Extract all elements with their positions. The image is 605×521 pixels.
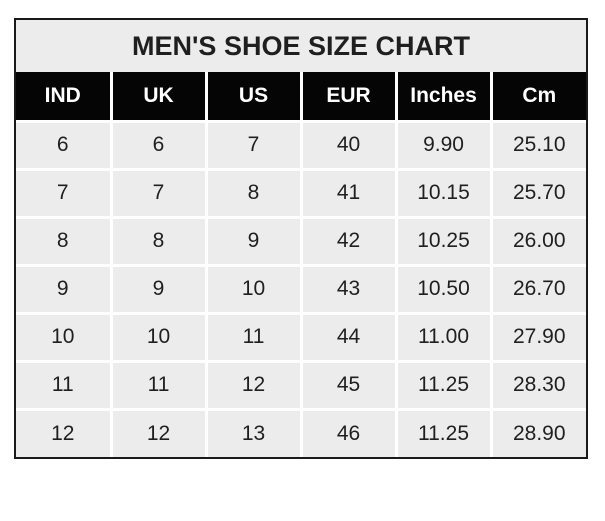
size-chart-table: MEN'S SHOE SIZE CHART IND UK US EUR Inches Cm… (14, 18, 588, 459)
table-title: MEN'S SHOE SIZE CHART (16, 20, 586, 72)
column-header-cm: Cm (489, 72, 586, 123)
table-cell-inches: 10.25 (394, 215, 493, 267)
table-cell-cm: 28.90 (489, 407, 586, 457)
table-cell-cm: 25.10 (489, 119, 586, 171)
table-cell-cm: 28.30 (489, 359, 586, 411)
table-row: 12 12 13 46 11.25 28.90 (16, 407, 586, 457)
table-row: 9 9 10 43 10.50 26.70 (16, 263, 586, 315)
table-cell-inches: 10.15 (394, 167, 493, 219)
table-cell-uk: 9 (109, 263, 208, 315)
table-header: IND UK US EUR Inches Cm (16, 72, 586, 123)
table-cell-cm: 26.70 (489, 263, 586, 315)
table-cell-uk: 8 (109, 215, 208, 267)
table-cell-ind: 10 (16, 311, 113, 363)
table-cell-uk: 12 (109, 407, 208, 457)
table-cell-uk: 6 (109, 119, 208, 171)
table-cell-inches: 9.90 (394, 119, 493, 171)
table-cell-us: 8 (204, 167, 303, 219)
table-cell-cm: 27.90 (489, 311, 586, 363)
table-cell-ind: 11 (16, 359, 113, 411)
table-cell-ind: 8 (16, 215, 113, 267)
table-cell-cm: 26.00 (489, 215, 586, 267)
table-cell-eur: 46 (299, 407, 398, 457)
column-header-us: US (204, 72, 303, 123)
table-body: 6 6 7 40 9.90 25.10 7 7 8 41 10.15 25.70 8 8 9 42 10.25 2… (16, 119, 586, 457)
column-header-inches: Inches (394, 72, 493, 123)
table-cell-eur: 40 (299, 119, 398, 171)
table-cell-eur: 44 (299, 311, 398, 363)
table-row: 6 6 7 40 9.90 25.10 (16, 119, 586, 171)
table-cell-ind: 6 (16, 119, 113, 171)
table-cell-us: 10 (204, 263, 303, 315)
column-header-uk: UK (109, 72, 208, 123)
table-cell-uk: 7 (109, 167, 208, 219)
table-cell-inches: 11.00 (394, 311, 493, 363)
column-header-eur: EUR (299, 72, 398, 123)
table-cell-eur: 45 (299, 359, 398, 411)
table-cell-us: 13 (204, 407, 303, 457)
shoe-size-table: IND UK US EUR Inches Cm 6 6 7 40 9.90 25.10 7 7 8 41 10… (16, 72, 586, 457)
table-cell-ind: 7 (16, 167, 113, 219)
table-cell-uk: 10 (109, 311, 208, 363)
column-header-ind: IND (16, 72, 113, 123)
table-cell-us: 9 (204, 215, 303, 267)
table-cell-ind: 9 (16, 263, 113, 315)
table-cell-inches: 10.50 (394, 263, 493, 315)
table-cell-inches: 11.25 (394, 359, 493, 411)
table-row: 7 7 8 41 10.15 25.70 (16, 167, 586, 219)
table-cell-us: 12 (204, 359, 303, 411)
table-cell-cm: 25.70 (489, 167, 586, 219)
table-cell-eur: 41 (299, 167, 398, 219)
table-cell-us: 11 (204, 311, 303, 363)
table-row: 11 11 12 45 11.25 28.30 (16, 359, 586, 411)
table-cell-ind: 12 (16, 407, 113, 457)
table-row: 8 8 9 42 10.25 26.00 (16, 215, 586, 267)
table-row: 10 10 11 44 11.00 27.90 (16, 311, 586, 363)
table-cell-uk: 11 (109, 359, 208, 411)
table-cell-eur: 42 (299, 215, 398, 267)
table-cell-us: 7 (204, 119, 303, 171)
table-cell-eur: 43 (299, 263, 398, 315)
table-cell-inches: 11.25 (394, 407, 493, 457)
header-row: IND UK US EUR Inches Cm (16, 72, 586, 123)
